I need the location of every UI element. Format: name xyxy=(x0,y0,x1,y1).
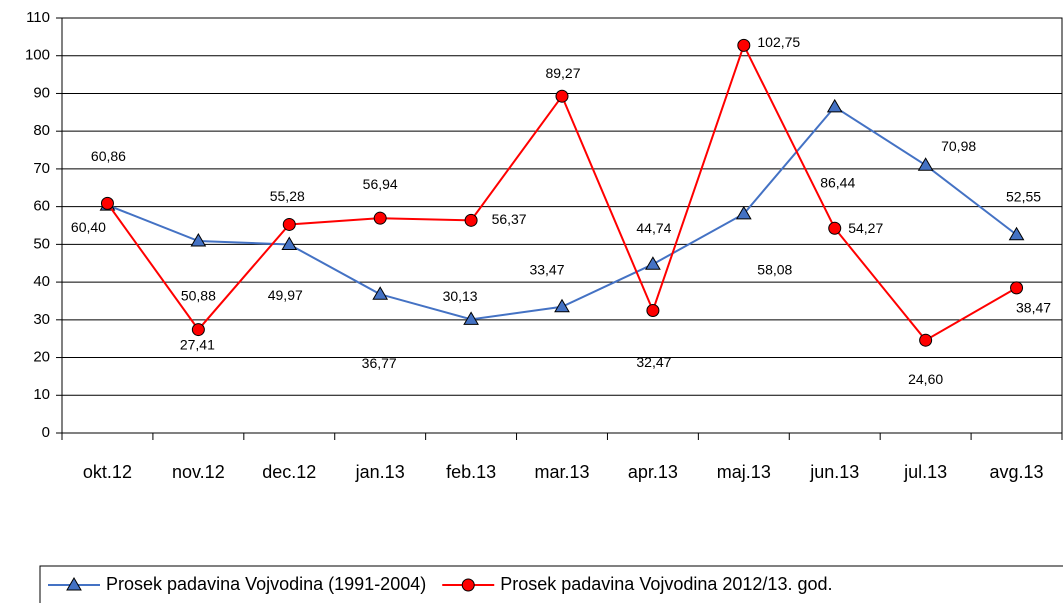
data-label: 32,47 xyxy=(636,354,671,370)
data-label: 60,40 xyxy=(71,219,106,235)
data-label: 102,75 xyxy=(757,34,800,50)
legend-label: Prosek padavina Vojvodina 2012/13. god. xyxy=(500,574,832,594)
x-tick-label: jun.13 xyxy=(809,462,859,482)
data-label: 58,08 xyxy=(757,262,792,278)
data-point xyxy=(100,196,114,210)
data-label: 33,47 xyxy=(529,261,564,277)
y-tick-label: 20 xyxy=(33,349,50,366)
legend-marker xyxy=(461,578,475,592)
data-label: 56,37 xyxy=(492,211,527,227)
data-point xyxy=(282,217,296,231)
data-point xyxy=(373,211,387,225)
data-label: 24,60 xyxy=(908,371,943,387)
data-point xyxy=(735,205,752,220)
data-label: 38,47 xyxy=(1016,300,1051,316)
data-label: 27,41 xyxy=(180,336,215,352)
y-tick-label: 70 xyxy=(33,160,50,177)
x-tick-label: apr.13 xyxy=(628,462,678,482)
legend-marker xyxy=(66,577,82,591)
x-tick-label: okt.12 xyxy=(83,462,132,482)
data-label: 30,13 xyxy=(443,288,478,304)
data-label: 56,94 xyxy=(363,176,398,192)
y-tick-label: 40 xyxy=(33,273,50,290)
data-point xyxy=(1010,281,1024,295)
plot-border xyxy=(61,17,1063,434)
data-point xyxy=(191,323,205,337)
series-line xyxy=(106,42,1018,342)
y-tick-label: 90 xyxy=(33,84,50,101)
data-point xyxy=(464,213,478,227)
data-point xyxy=(919,333,933,347)
data-point xyxy=(828,221,842,235)
x-tick-label: maj.13 xyxy=(717,462,771,482)
x-tick-label: mar.13 xyxy=(534,462,589,482)
series-line xyxy=(107,105,1018,321)
data-label: 89,27 xyxy=(545,65,580,81)
y-tick-label: 60 xyxy=(33,198,50,215)
data-label: 52,55 xyxy=(1006,188,1041,204)
data-point xyxy=(826,98,843,113)
data-point xyxy=(555,89,569,103)
data-point xyxy=(645,256,661,270)
y-tick-label: 50 xyxy=(33,235,50,252)
y-tick-label: 110 xyxy=(26,9,50,26)
x-tick-label: nov.12 xyxy=(172,462,225,482)
y-tick-label: 100 xyxy=(25,47,50,64)
x-tick-label: jan.13 xyxy=(355,462,405,482)
x-tick-label: avg.13 xyxy=(990,462,1044,482)
data-label: 54,27 xyxy=(848,220,883,236)
data-label: 86,44 xyxy=(820,175,855,191)
x-tick-label: feb.13 xyxy=(446,462,496,482)
legend-box xyxy=(39,565,1063,603)
data-point xyxy=(190,233,207,247)
data-point xyxy=(917,157,934,171)
x-tick-label: dec.12 xyxy=(262,462,316,482)
data-point xyxy=(737,38,751,52)
y-tick-label: 10 xyxy=(33,386,50,403)
x-tick-label: jul.13 xyxy=(903,462,947,482)
data-label: 55,28 xyxy=(270,188,305,204)
data-point xyxy=(463,311,479,325)
y-tick-label: 30 xyxy=(33,311,50,328)
data-label: 50,88 xyxy=(181,288,216,304)
y-tick-label: 80 xyxy=(33,122,50,139)
data-point xyxy=(372,286,389,300)
y-tick-label: 0 xyxy=(42,424,50,441)
data-point xyxy=(554,298,570,313)
data-label: 70,98 xyxy=(941,138,976,154)
legend-label: Prosek padavina Vojvodina (1991-2004) xyxy=(106,574,426,594)
data-label: 36,77 xyxy=(362,355,397,371)
data-point xyxy=(1008,226,1025,241)
data-label: 49,97 xyxy=(268,287,303,303)
data-label: 60,86 xyxy=(91,148,126,164)
data-point xyxy=(646,303,660,317)
data-label: 44,74 xyxy=(636,220,671,236)
data-point xyxy=(281,236,298,250)
